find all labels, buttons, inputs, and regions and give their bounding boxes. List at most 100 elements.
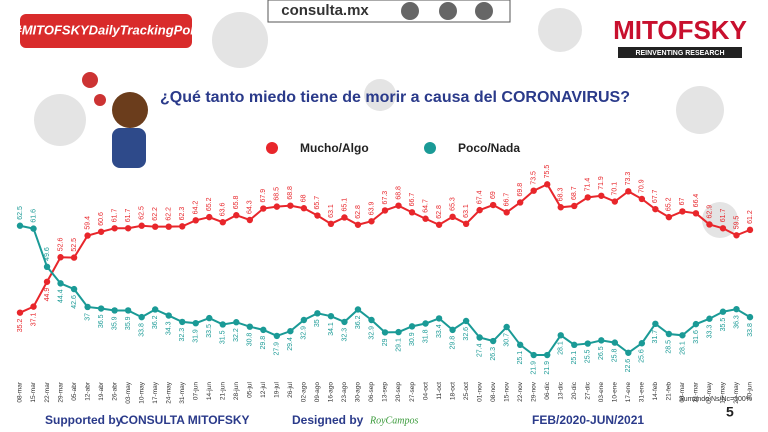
point [124,225,132,232]
data-label: 28.1 [679,341,686,355]
point [300,205,308,212]
supported: Supported by [45,413,123,427]
point [354,306,362,313]
point [746,313,754,321]
data-label: 32.6 [463,327,470,341]
data-label: 69 [490,191,497,199]
point [625,188,632,195]
tagline-box [618,47,742,58]
point [327,220,335,228]
point [314,310,321,317]
point [692,210,700,217]
point [219,321,226,328]
data-label: 29.8 [449,336,456,350]
brand: MITOFSKY [613,15,747,45]
data-label: 71.9 [598,176,605,190]
data-label: 69.8 [517,183,524,197]
data-label: 62.8 [436,205,443,219]
point [16,309,24,316]
data-label: 68.8 [287,186,294,200]
point [706,315,713,322]
point [733,305,740,313]
data-label: 25.1 [517,351,524,365]
point [652,320,659,328]
point [246,216,254,224]
data-label: 32.3 [179,328,186,342]
data-label: 62.3 [179,207,186,221]
point [287,202,294,209]
point [165,312,172,319]
data-label: 65.2 [206,197,213,211]
data-label: 70.9 [639,179,646,193]
data-label: 25.6 [639,349,646,363]
data-label: 63.1 [463,204,470,218]
data-label: 73.5 [531,171,538,185]
point [598,192,605,199]
data-label: 33.3 [706,325,713,339]
point [97,305,105,312]
data-label: 42.6 [71,295,78,309]
x-tick-label: 24-may [165,381,172,403]
point [665,213,673,221]
point [611,198,619,205]
hashtag: #MITOFSKYDailyTrackingPoll [14,22,197,37]
data-label: 21.9 [531,361,538,375]
data-label: 36.2 [355,315,362,329]
point [151,223,159,230]
data-label: 68.7 [571,186,578,200]
point [706,221,713,228]
x-tick-label: 10-may [138,381,145,403]
x-tick-label: 31-ene [639,382,646,403]
data-label: 25.8 [612,349,619,363]
x-tick-label: 20-jun [747,382,754,400]
x-tick-label: 01-nov [476,381,483,402]
x-tick-label: 05-jul [247,381,254,397]
youtube-icon[interactable] [475,2,493,20]
facebook-icon[interactable] [439,2,457,20]
point [43,278,51,285]
point [449,213,456,221]
x-tick-label: 06-sep [368,382,375,402]
point [165,223,172,230]
point [503,323,510,331]
tagline: REINVENTING RESEARCH [635,50,724,57]
data-label: 65.2 [666,197,673,211]
point [192,319,199,327]
site[interactable]: consulta.mx [281,2,369,19]
point [571,202,578,210]
data-label: 35.5 [720,318,727,332]
x-tick-label: 29-mar [57,381,64,402]
data-label: 49.6 [44,247,51,261]
x-tick-label: 13-dic [557,381,564,399]
point [381,329,389,336]
data-label: 44.4 [57,289,64,303]
point [395,202,402,209]
data-label: 65.8 [233,195,240,209]
x-tick-label: 27-sep [409,382,416,402]
data-label: 21.9 [544,361,551,375]
data-label: 61.7 [720,209,727,223]
twitter-icon[interactable] [401,2,419,20]
data-label: 65.3 [449,197,456,211]
point [43,263,51,271]
x-tick-label: 23-may [733,381,740,403]
data-label: 35 [314,319,321,327]
data-label: 65.1 [341,198,348,212]
point [408,323,416,330]
point [719,308,727,315]
data-label: 31.7 [652,330,659,344]
point [97,228,105,235]
point [625,349,632,356]
x-tick-label: 20-sep [395,382,402,402]
data-label: 70.1 [612,182,619,196]
data-label: 64.3 [247,200,254,214]
point [503,209,510,216]
x-tick-label: 15-nov [503,381,510,402]
data-label: 25.5 [585,349,592,363]
point [138,222,145,229]
point [273,203,281,210]
data-label: 68.5 [274,187,281,201]
x-tick-label: 30-ago [355,382,362,403]
data-label: 30.7 [504,333,511,347]
x-tick-label: 21-feb [666,382,673,401]
